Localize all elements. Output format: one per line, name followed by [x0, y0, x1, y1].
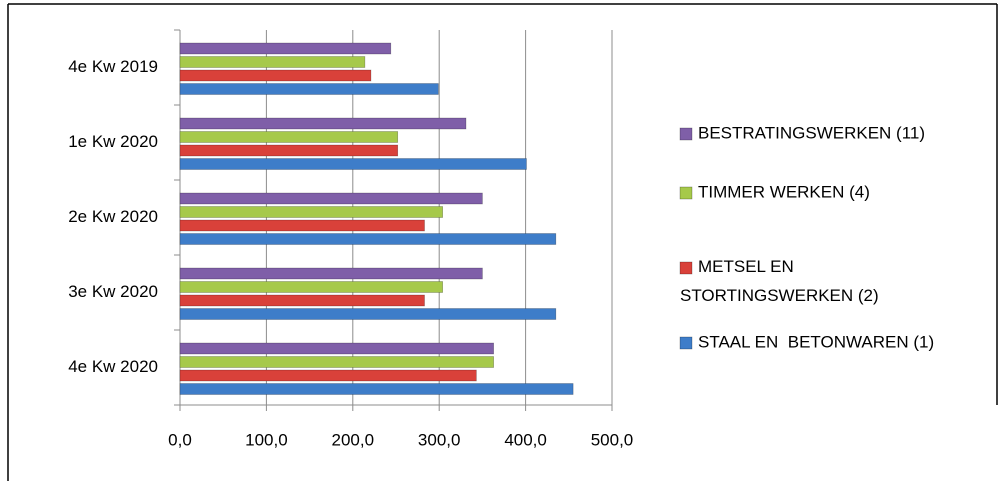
bar [179, 294, 425, 307]
bar [179, 369, 477, 382]
bar [179, 356, 494, 368]
legend-swatch [679, 127, 693, 141]
bar [179, 383, 574, 395]
legend-swatch [679, 261, 693, 275]
legend-label: METSEL EN STORTINGSWERKEN (2) [680, 257, 879, 305]
bar [179, 233, 557, 245]
bar [179, 83, 439, 95]
x-tick-label: 300,0 [418, 430, 461, 449]
bar [179, 308, 557, 320]
x-tick-label: 0,0 [168, 430, 192, 449]
bar [179, 144, 399, 157]
bar [179, 56, 366, 68]
x-tick-label: 100,0 [245, 430, 288, 449]
x-tick-label: 200,0 [332, 430, 375, 449]
bar [179, 206, 443, 218]
legend-swatch [679, 336, 693, 350]
y-tick-label: 3e Kw 2020 [68, 282, 158, 301]
bar [179, 267, 483, 280]
bar [179, 117, 467, 130]
bar [179, 131, 399, 143]
y-tick-label: 4e Kw 2020 [68, 357, 158, 376]
legend-label: TIMMER WERKEN (4) [698, 182, 870, 201]
y-tick-label: 2e Kw 2020 [68, 207, 158, 226]
bar [179, 281, 443, 293]
bar [179, 192, 483, 205]
bar [179, 219, 425, 232]
legend-label: STAAL EN BETONWAREN (1) [698, 332, 934, 351]
bar [179, 42, 392, 55]
bar [179, 158, 527, 170]
legend-swatch [679, 186, 693, 200]
y-tick-label: 4e Kw 2019 [68, 57, 158, 76]
legend-label: BESTRATINGSWERKEN (11) [698, 123, 925, 142]
x-tick-label: 500,0 [591, 430, 634, 449]
bar [179, 69, 372, 82]
x-tick-label: 400,0 [504, 430, 547, 449]
y-tick-label: 1e Kw 2020 [68, 132, 158, 151]
bar [179, 342, 494, 355]
